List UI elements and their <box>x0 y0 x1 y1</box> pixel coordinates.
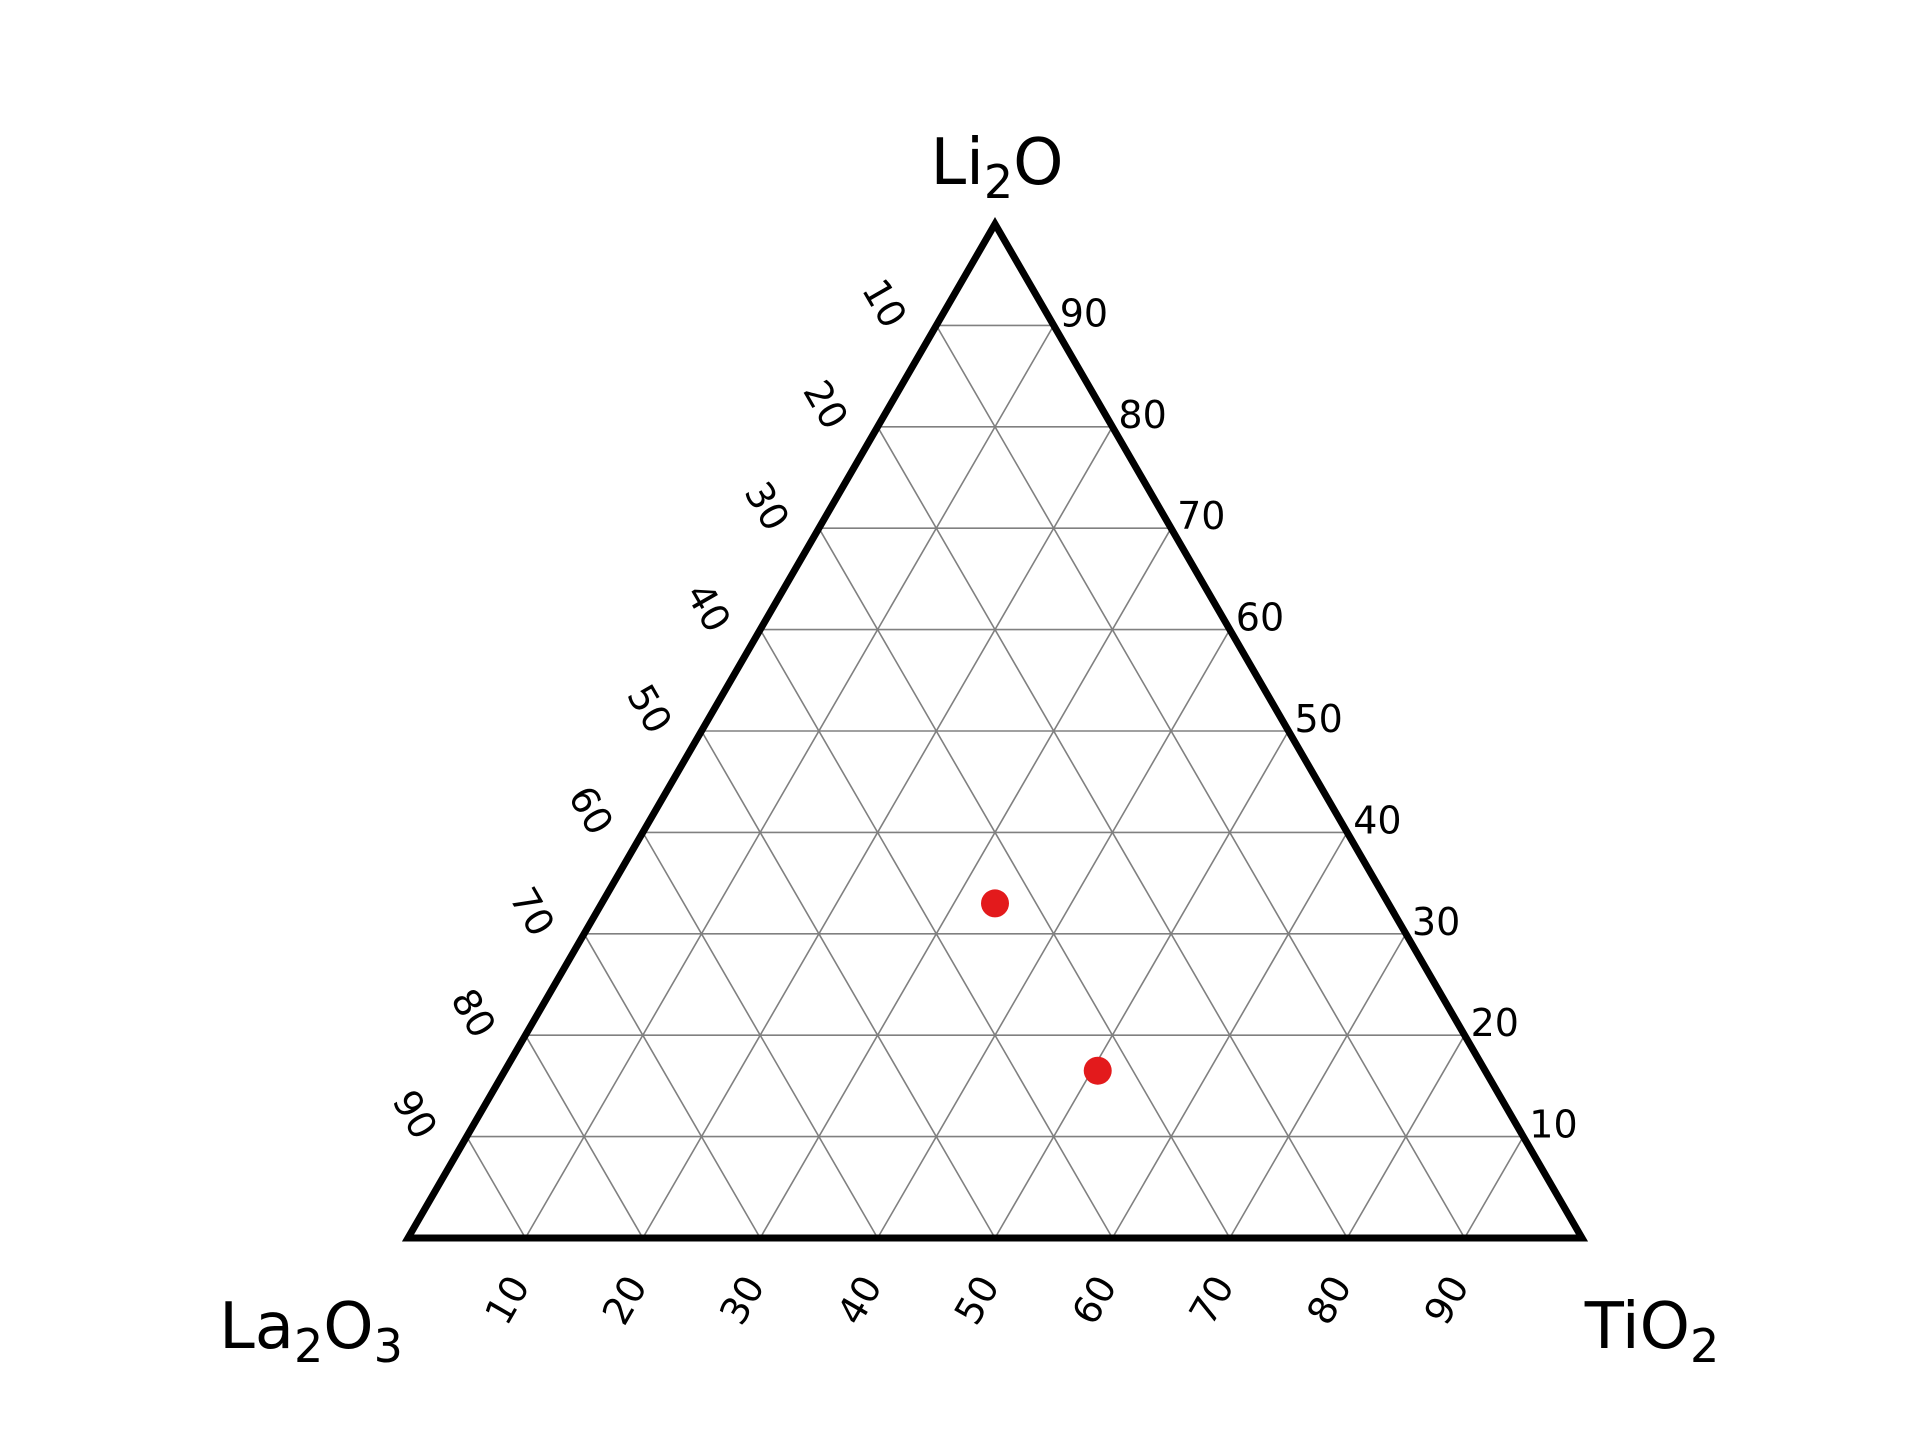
tick-label-right: 10 <box>1529 1103 1577 1147</box>
tick-label-bottom: 90 <box>1415 1268 1477 1332</box>
grid-lines <box>466 324 1524 1239</box>
tick-label-left: 80 <box>442 981 504 1045</box>
tick-label-bottom: 60 <box>1063 1268 1125 1332</box>
tick-label-right: 60 <box>1236 596 1284 640</box>
grid-line-tio2 <box>524 324 1055 1239</box>
vertex-label-top: Li2O <box>930 126 1063 209</box>
tick-label-bottom: 10 <box>476 1268 538 1332</box>
tick-label-bottom: 70 <box>1181 1268 1243 1332</box>
grid-line-la2o3 <box>935 324 1466 1239</box>
tick-label-bottom: 30 <box>711 1268 773 1332</box>
data-points <box>981 889 1112 1085</box>
tick-label-right: 90 <box>1060 291 1108 335</box>
tick-label-left: 70 <box>501 880 563 944</box>
grid-line-la2o3 <box>700 730 996 1239</box>
tick-label-bottom: 20 <box>594 1268 656 1332</box>
tick-label-left: 20 <box>794 373 856 437</box>
vertex-label-right: TiO2 <box>1584 1290 1720 1373</box>
vertex-label-left: La2O3 <box>219 1290 403 1373</box>
grid-line-tio2 <box>994 730 1290 1239</box>
tick-label-right: 80 <box>1118 393 1166 437</box>
tick-label-left: 90 <box>384 1083 446 1147</box>
grid-line-la2o3 <box>642 831 879 1239</box>
tick-label-right: 40 <box>1353 798 1401 842</box>
grid-line-tio2 <box>1229 933 1407 1239</box>
tick-label-right: 50 <box>1295 697 1343 741</box>
grid-line-tio2 <box>1463 1136 1524 1239</box>
grid-line-la2o3 <box>466 1136 527 1239</box>
tick-label-bottom: 80 <box>1298 1268 1360 1332</box>
grid-line-la2o3 <box>818 527 1231 1239</box>
data-point <box>1083 1056 1112 1085</box>
tick-label-right: 70 <box>1177 494 1225 538</box>
grid-line-la2o3 <box>524 1034 644 1239</box>
grid-line-tio2 <box>1111 831 1348 1239</box>
data-point <box>981 889 1009 918</box>
tick-label-left: 60 <box>560 778 622 842</box>
tick-label-left: 30 <box>736 474 798 538</box>
tick-label-left: 50 <box>618 677 680 741</box>
tick-label-left: 40 <box>677 576 739 640</box>
grid-line-la2o3 <box>583 933 761 1239</box>
tick-label-right: 30 <box>1412 900 1460 944</box>
tick-label-bottom: 50 <box>946 1268 1008 1332</box>
tick-label-bottom: 40 <box>828 1268 890 1332</box>
grid-line-tio2 <box>759 527 1172 1239</box>
triangle-frame <box>401 217 1589 1242</box>
tick-label-left: 10 <box>853 271 915 335</box>
tick-label-right: 20 <box>1471 1001 1519 1045</box>
grid-line-tio2 <box>1346 1034 1466 1239</box>
